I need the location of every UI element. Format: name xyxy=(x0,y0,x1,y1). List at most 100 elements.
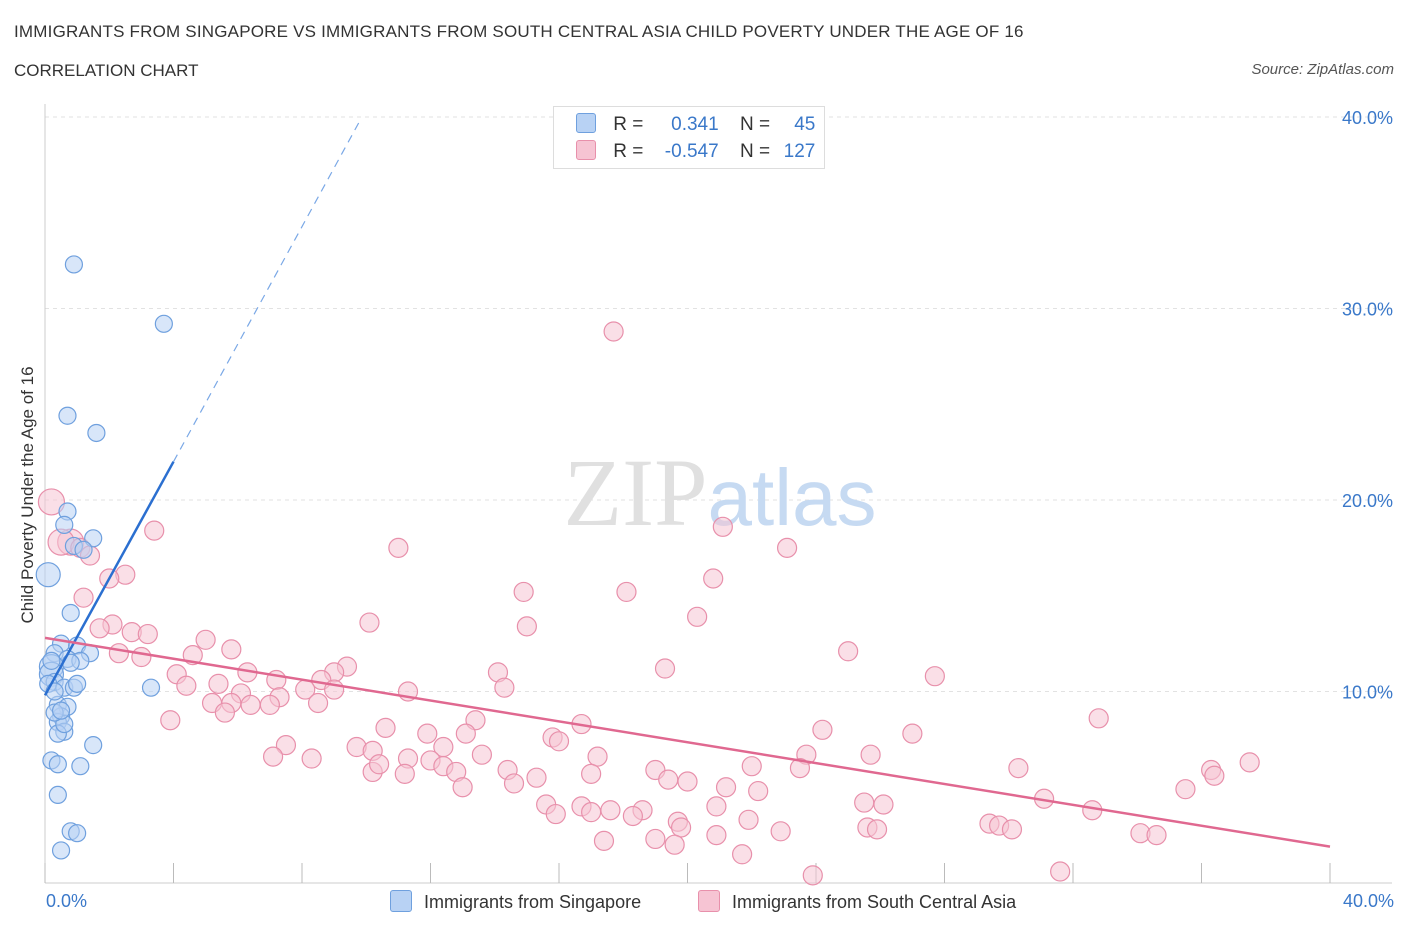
data-point xyxy=(902,723,923,744)
data-point xyxy=(670,817,692,838)
legend-r-label: R = xyxy=(613,141,644,162)
data-point xyxy=(873,794,894,815)
data-point xyxy=(84,736,103,755)
data-point xyxy=(307,692,329,714)
source-label: Source: ZipAtlas.com xyxy=(1251,61,1394,78)
data-point xyxy=(394,763,415,784)
legend-r-label: R = xyxy=(613,114,644,135)
data-point xyxy=(64,255,84,274)
bottom-legend-south-central-asia[interactable]: Immigrants from South Central Asia xyxy=(698,890,1016,913)
data-point xyxy=(375,717,396,738)
y-axis-label: Child Poverty Under the Age of 16 xyxy=(18,366,37,624)
data-point xyxy=(603,321,624,342)
data-point xyxy=(455,723,476,744)
data-point xyxy=(42,651,61,670)
data-point xyxy=(1001,819,1023,840)
data-point xyxy=(664,834,685,855)
data-point xyxy=(513,581,534,603)
data-point xyxy=(658,769,679,790)
watermark-zip: ZIP xyxy=(564,439,708,546)
data-point xyxy=(494,677,515,698)
data-point xyxy=(748,780,769,802)
data-point xyxy=(61,653,80,672)
data-point xyxy=(1175,779,1196,800)
data-point xyxy=(854,792,875,813)
data-point xyxy=(195,629,216,650)
data-point xyxy=(37,488,66,516)
data-point xyxy=(68,824,87,843)
data-point xyxy=(471,744,492,765)
data-point xyxy=(526,767,547,788)
data-point xyxy=(417,723,438,744)
y-tick-labels: 10.0% 20.0% 30.0% 40.0% xyxy=(1342,108,1393,703)
data-point xyxy=(141,678,161,697)
data-point xyxy=(55,515,74,534)
data-point xyxy=(654,658,676,679)
y-tick-label: 20.0% xyxy=(1342,491,1393,511)
data-point xyxy=(369,754,390,775)
data-point xyxy=(600,800,621,821)
legend-swatch-pink xyxy=(698,890,720,912)
data-point xyxy=(703,568,724,589)
data-point xyxy=(452,777,473,798)
data-point xyxy=(137,623,158,645)
data-point xyxy=(160,710,181,731)
legend-swatch-blue xyxy=(576,113,596,133)
data-point xyxy=(715,777,737,798)
trend-line-south-central-asia xyxy=(44,636,1331,848)
data-point xyxy=(789,757,811,779)
legend-label-south-central-asia: Immigrants from South Central Asia xyxy=(732,892,1017,912)
data-point xyxy=(154,314,173,333)
data-point xyxy=(144,520,165,541)
data-point xyxy=(1008,757,1029,779)
data-point xyxy=(838,641,859,662)
data-point xyxy=(240,694,261,716)
legend-r-value: -0.547 xyxy=(664,141,719,162)
chart-title: IMMIGRANTS FROM SINGAPORE VS IMMIGRANTS … xyxy=(14,22,1024,41)
data-point xyxy=(770,821,791,842)
legend-n-value: 45 xyxy=(794,114,816,135)
data-point xyxy=(516,616,537,637)
data-point xyxy=(1050,861,1071,882)
data-point xyxy=(68,674,87,693)
data-point xyxy=(741,756,762,777)
correlation-legend: R = 0.341 N = 45 R = -0.547 N = 127 xyxy=(553,106,825,169)
watermark: ZIPatlas xyxy=(564,439,877,546)
data-point xyxy=(1088,708,1109,729)
data-point xyxy=(61,603,80,623)
data-point xyxy=(87,423,106,443)
data-point xyxy=(581,802,602,823)
y-tick-label: 30.0% xyxy=(1342,300,1393,320)
data-point xyxy=(51,701,71,720)
data-point xyxy=(866,819,888,840)
data-point xyxy=(812,719,833,740)
data-point xyxy=(262,746,284,767)
trend-line-singapore-extension xyxy=(172,120,361,462)
data-point xyxy=(176,675,197,696)
data-point xyxy=(503,773,525,794)
y-tick-label: 10.0% xyxy=(1342,683,1393,703)
data-point xyxy=(388,537,409,558)
series-singapore-points xyxy=(35,255,173,860)
x-tick-label-max: 40.0% xyxy=(1342,891,1394,911)
data-point xyxy=(108,643,129,664)
legend-swatch-pink xyxy=(576,140,596,160)
data-point xyxy=(301,748,322,769)
data-point xyxy=(738,809,759,830)
data-point xyxy=(545,803,566,825)
data-point xyxy=(776,537,798,558)
data-point xyxy=(712,516,733,537)
data-point xyxy=(1204,765,1225,786)
legend-r-value: 0.341 xyxy=(671,114,719,135)
watermark-atlas: atlas xyxy=(708,453,877,542)
data-point xyxy=(616,581,637,603)
data-point xyxy=(48,785,67,805)
data-point xyxy=(71,757,90,776)
series-south-central-asia-points xyxy=(37,321,1260,886)
grid-lines xyxy=(45,116,1392,692)
bottom-legend-singapore[interactable]: Immigrants from Singapore xyxy=(390,890,641,913)
data-point xyxy=(74,540,93,559)
data-point xyxy=(275,735,297,756)
y-tick-label: 40.0% xyxy=(1342,108,1393,128)
